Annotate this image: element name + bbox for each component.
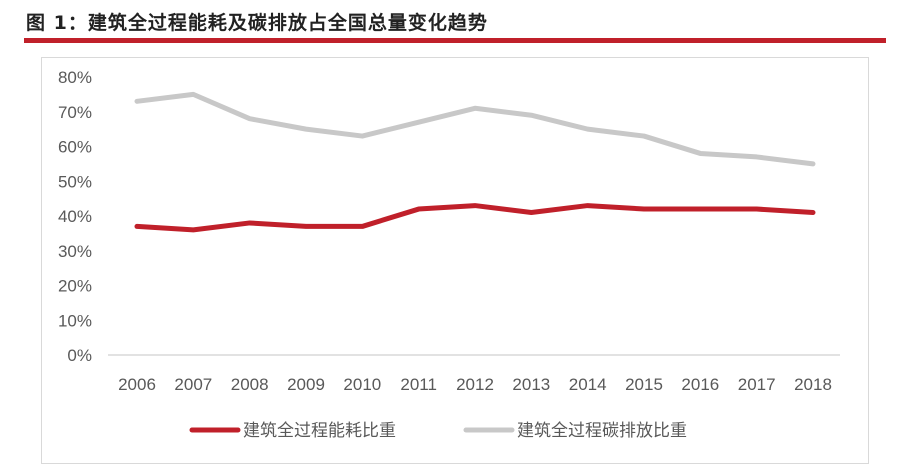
series-line-energy — [134, 203, 816, 233]
y-tick-label: 30% — [58, 242, 92, 261]
x-tick-label: 2016 — [681, 375, 719, 394]
x-tick-label: 2007 — [174, 375, 212, 394]
x-tick-label: 2017 — [738, 375, 776, 394]
y-tick-label: 70% — [58, 103, 92, 122]
series-line-carbon — [134, 91, 816, 167]
y-tick-label: 20% — [58, 277, 92, 296]
x-tick-label: 2013 — [512, 375, 550, 394]
x-tick-label: 2018 — [794, 375, 832, 394]
title-rule — [24, 38, 886, 43]
figure-title: 图 1：建筑全过程能耗及碳排放占全国总量变化趋势 — [26, 12, 488, 34]
y-tick-label: 60% — [58, 138, 92, 157]
x-tick-label: 2015 — [625, 375, 663, 394]
x-tick-label: 2014 — [569, 375, 607, 394]
x-tick-label: 2011 — [400, 375, 437, 394]
y-tick-label: 0% — [67, 346, 92, 365]
x-tick-label: 2008 — [231, 375, 269, 394]
legend-label: 建筑全过程能耗比重 — [243, 421, 396, 441]
y-tick-label: 80% — [58, 68, 92, 87]
legend-label: 建筑全过程碳排放比重 — [517, 421, 687, 441]
chart-frame — [41, 57, 869, 464]
y-tick-label: 10% — [58, 311, 92, 330]
y-tick-label: 50% — [58, 172, 92, 191]
x-tick-label: 2006 — [118, 375, 156, 394]
y-tick-label: 40% — [58, 207, 92, 226]
x-tick-label: 2009 — [287, 375, 325, 394]
x-tick-label: 2010 — [343, 375, 381, 394]
x-tick-label: 2012 — [456, 375, 494, 394]
